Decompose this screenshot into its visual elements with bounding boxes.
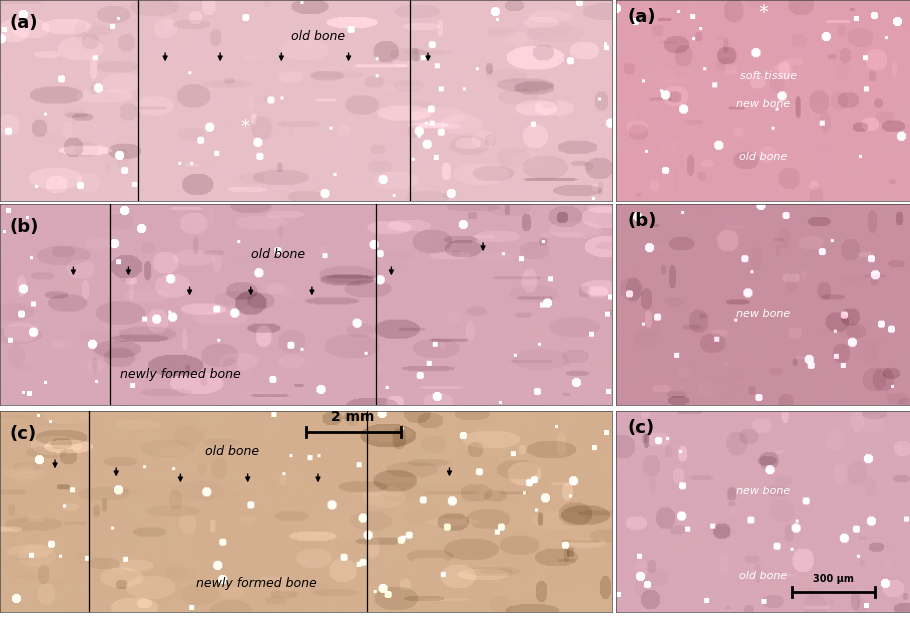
Text: (b): (b) <box>9 218 38 236</box>
Text: old bone: old bone <box>739 570 787 581</box>
Text: (c): (c) <box>9 425 36 443</box>
Text: old bone: old bone <box>291 30 345 43</box>
Text: old bone: old bone <box>251 248 305 261</box>
Text: (a): (a) <box>628 8 656 26</box>
Text: (c): (c) <box>628 419 655 437</box>
Text: (a): (a) <box>9 14 37 32</box>
Text: 2 mm: 2 mm <box>331 410 375 424</box>
Text: *: * <box>240 117 249 135</box>
Text: newly formed bone: newly formed bone <box>197 577 318 590</box>
Text: new bone: new bone <box>736 310 790 320</box>
Text: old bone: old bone <box>206 444 259 458</box>
Text: new bone: new bone <box>736 99 790 109</box>
Text: soft tissue: soft tissue <box>741 71 797 82</box>
Text: newly formed bone: newly formed bone <box>120 368 241 381</box>
Text: *: * <box>758 2 768 22</box>
Text: new bone: new bone <box>736 486 790 496</box>
Text: 300 μm: 300 μm <box>814 574 854 583</box>
Text: (b): (b) <box>628 212 657 230</box>
Text: old bone: old bone <box>739 151 787 162</box>
